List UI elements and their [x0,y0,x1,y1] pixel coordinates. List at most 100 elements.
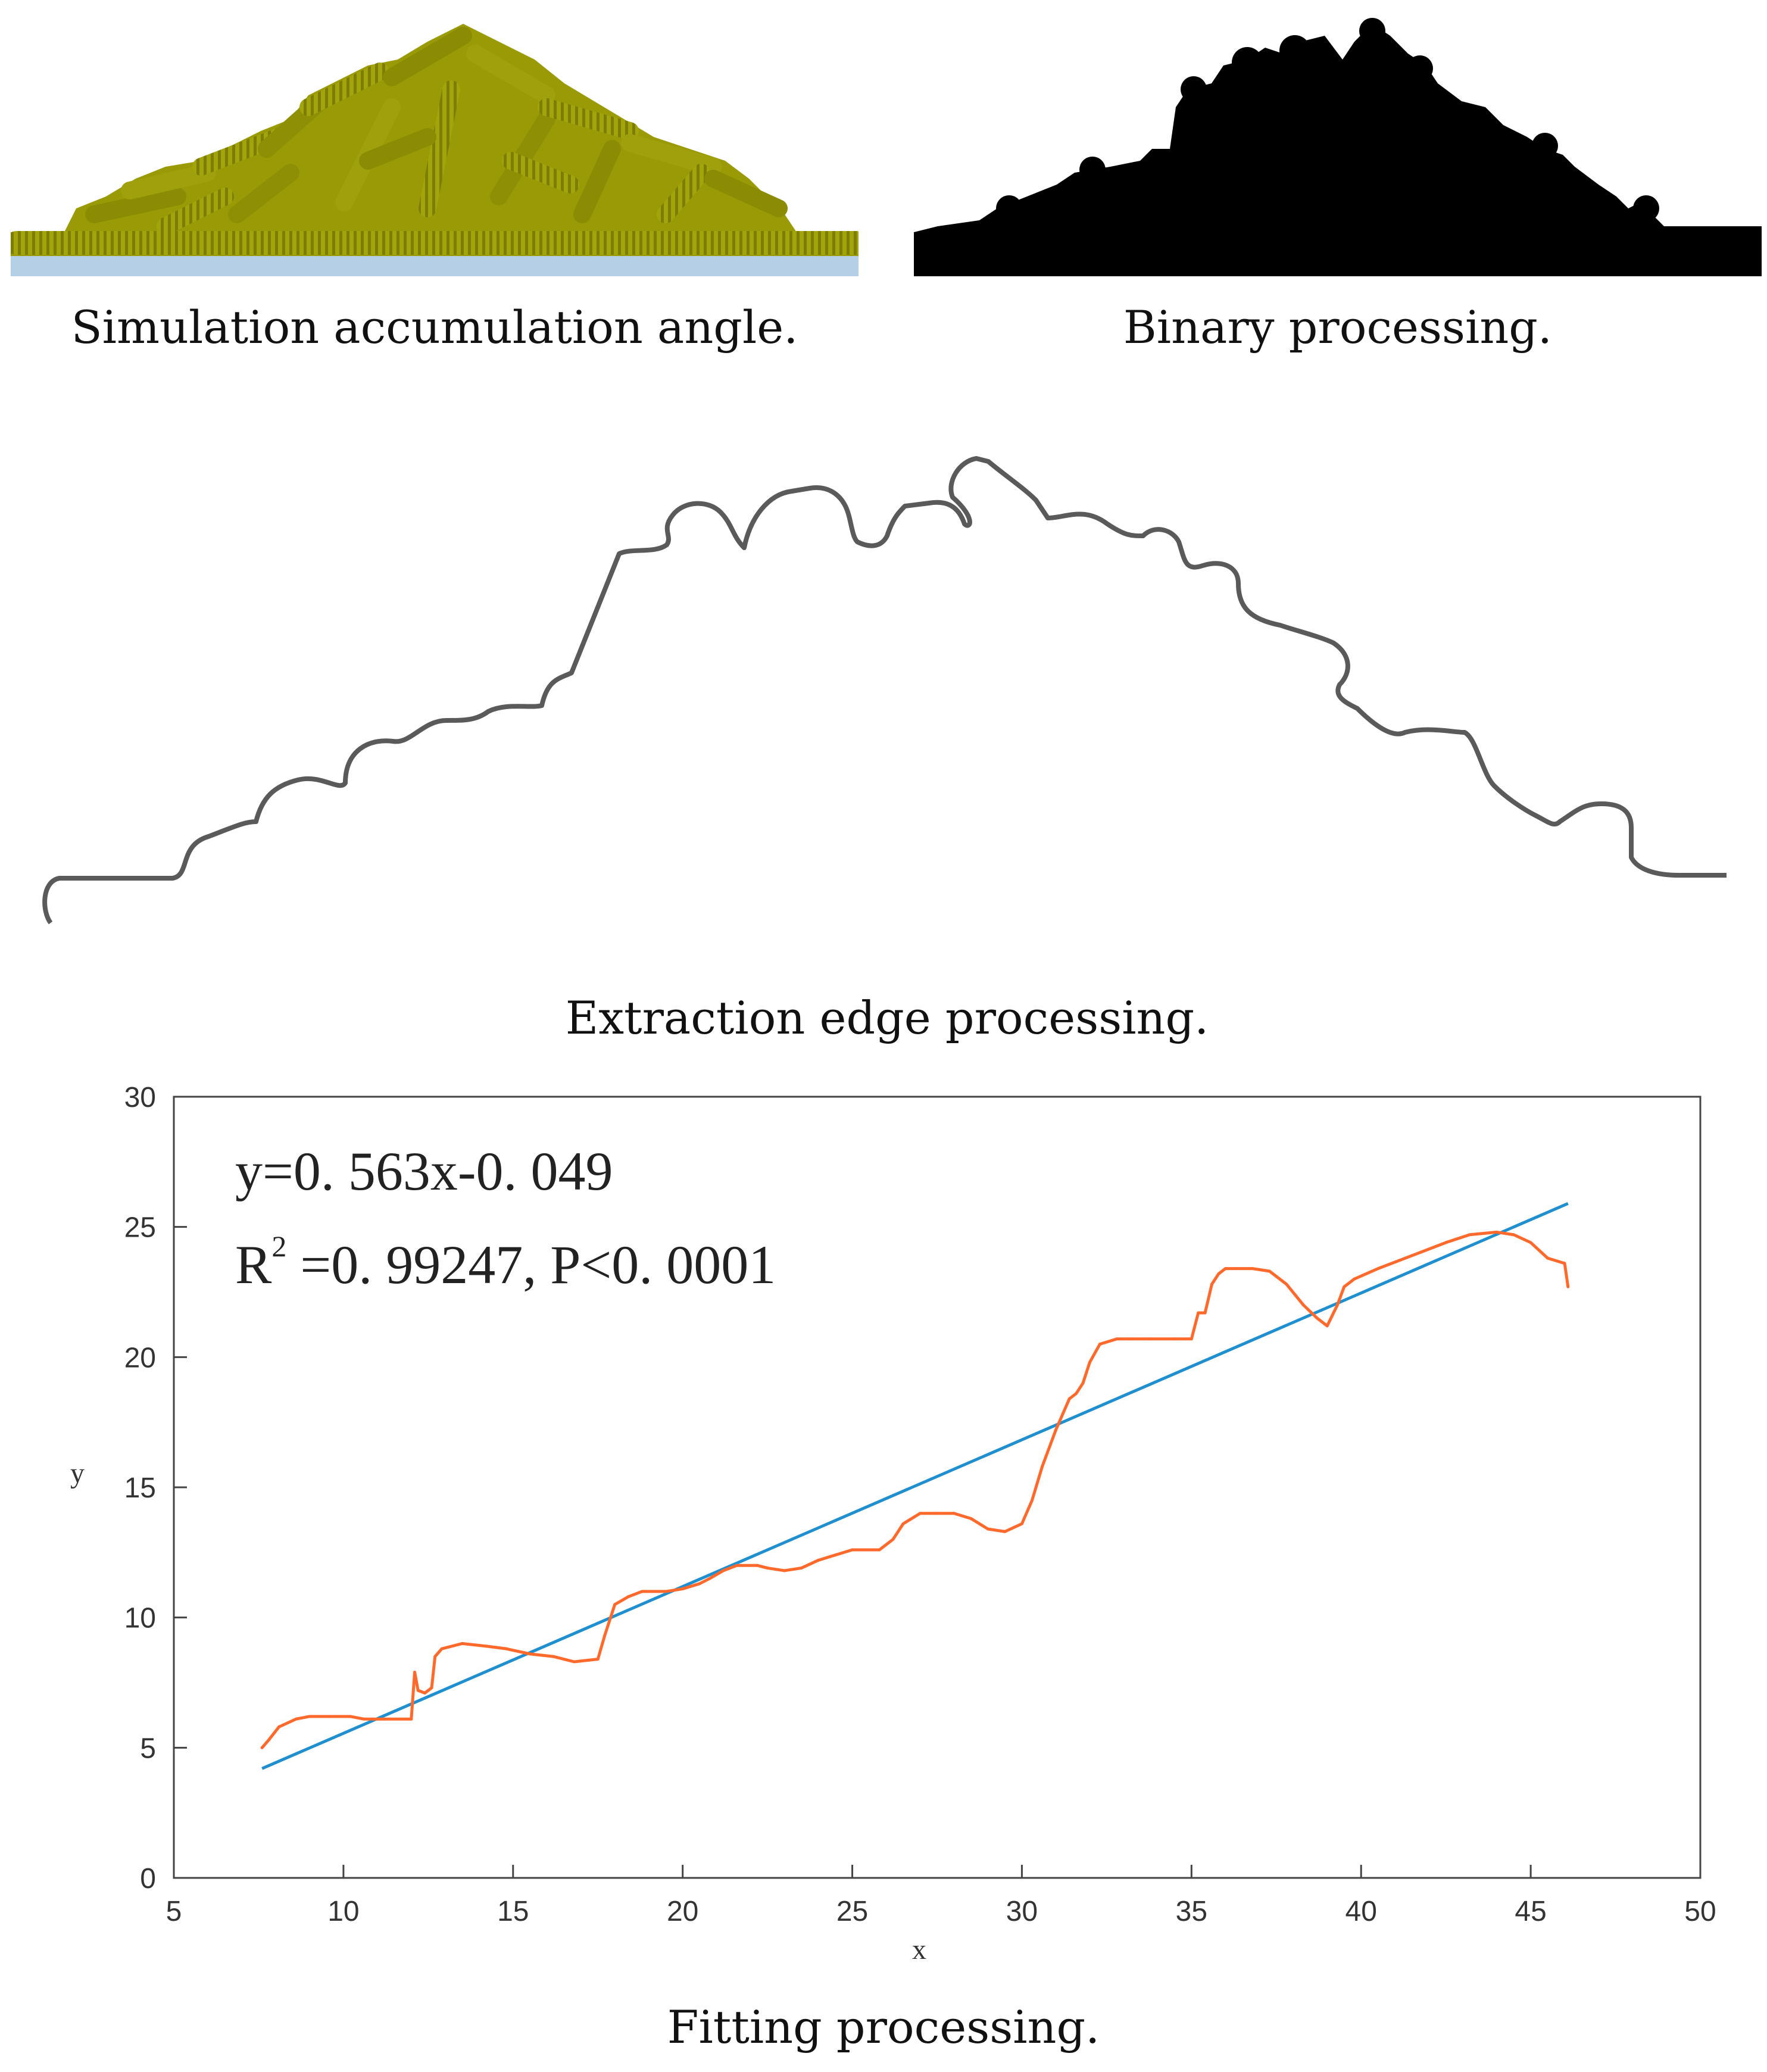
measured-point [1203,1311,1207,1315]
binary-bumps [996,18,1659,221]
measured-point [328,1715,332,1718]
measured-point [1054,1428,1057,1432]
measured-point [1210,1282,1214,1286]
y-tick-label: 10 [124,1603,156,1634]
measured-point [440,1647,444,1650]
measured-point [382,1717,386,1721]
measured-point [430,1686,433,1690]
measured-point [1251,1267,1254,1271]
measured-point [1301,1303,1305,1307]
measured-point [817,1558,820,1562]
measured-point [1098,1342,1101,1346]
x-tick-label: 40 [1345,1896,1377,1927]
y-tick-label: 20 [124,1342,156,1374]
measured-point [1325,1324,1329,1328]
measured-point [1173,1337,1176,1341]
measured-point [413,1671,417,1674]
measured-point [1031,1499,1034,1502]
edge-image [42,456,1727,925]
measured-point [627,1595,630,1599]
measured-point [1088,1360,1091,1364]
x-axis-label: x [912,1934,926,1965]
measured-point [1003,1530,1007,1533]
edge-contour [42,456,1727,925]
measured-point [735,1564,739,1567]
measured-point [504,1647,508,1650]
x-tick-label: 20 [667,1896,698,1927]
x-tick-label: 25 [836,1896,868,1927]
measured-point [1563,1262,1566,1265]
measured-point [969,1516,973,1520]
measured-point [596,1658,600,1661]
simulation-panel [5,18,868,280]
measured-point [1234,1267,1237,1271]
measured-point [410,1717,413,1721]
measured-point [901,1522,905,1525]
measured-point [362,1717,366,1721]
measured-point [766,1567,769,1570]
y-tick-label: 5 [140,1733,156,1764]
measured-point [878,1548,881,1552]
measured-point [528,1652,532,1656]
measured-point [1566,1285,1570,1288]
measured-point [722,1569,725,1572]
measured-point [308,1715,311,1718]
fit-chart-panel: 5 10 15 20 25 30 35 40 45 50 0 5 10 15 20 25 30 x y y=0… [0,1066,1767,1989]
simulation-image [5,24,868,276]
measured-point [986,1527,989,1531]
measured-point [1149,1337,1153,1341]
measured-point [952,1512,956,1515]
measured-point [833,1553,837,1557]
x-tick-label: 35 [1176,1896,1207,1927]
measured-point [1546,1256,1550,1260]
measured-point [1081,1381,1085,1385]
measured-point [1315,1316,1319,1320]
measured-point [1129,1337,1132,1341]
x-tick-label: 45 [1515,1896,1546,1927]
measured-point [1041,1465,1044,1468]
binary-panel [914,18,1762,280]
measured-point [698,1582,701,1586]
measured-point [681,1587,685,1591]
r-superscript: 2 [271,1230,286,1263]
measured-point [1410,1254,1414,1257]
edge-panel [36,441,1738,953]
equation-annotation: y=0. 563x-0. 049 [235,1141,613,1202]
fit-line-series [261,1202,1569,1770]
measured-point [1353,1277,1356,1281]
x-tick-label: 50 [1684,1896,1716,1927]
measured-point [277,1725,281,1728]
measured-point [460,1642,464,1645]
measured-point [1190,1337,1193,1341]
r-squared-annotation: R2 =0. 99247, P<0. 0001 [235,1230,776,1295]
y-tick-label: 25 [124,1212,156,1244]
base-plate [11,255,858,276]
x-tick-label: 5 [166,1896,182,1927]
y-axis-label: y [70,1458,85,1489]
measured-point [800,1567,803,1570]
measured-point [1529,1241,1532,1244]
measured-point [552,1655,555,1658]
measured-point [640,1590,644,1593]
binary-caption: Binary processing. [1123,301,1553,354]
measured-point [1223,1267,1227,1271]
x-tick-label: 10 [327,1896,359,1927]
measured-point [1343,1285,1346,1288]
measured-point [1495,1230,1498,1234]
measured-point [1335,1303,1339,1307]
binary-image [914,18,1762,276]
r-stats: =0. 99247, P<0. 0001 [286,1234,776,1295]
measured-points [260,1230,1570,1749]
y-tick-label: 30 [124,1082,156,1113]
simulation-caption: Simulation accumulation angle. [71,301,798,354]
measured-point [260,1746,264,1749]
measured-point [416,1689,420,1692]
plot-frame [173,1096,1702,1879]
measured-point [1285,1282,1288,1286]
measured-point [708,1577,711,1580]
measured-point [919,1512,922,1515]
measured-point [1444,1241,1448,1244]
x-tick-label: 30 [1006,1896,1038,1927]
measured-point [755,1564,759,1567]
